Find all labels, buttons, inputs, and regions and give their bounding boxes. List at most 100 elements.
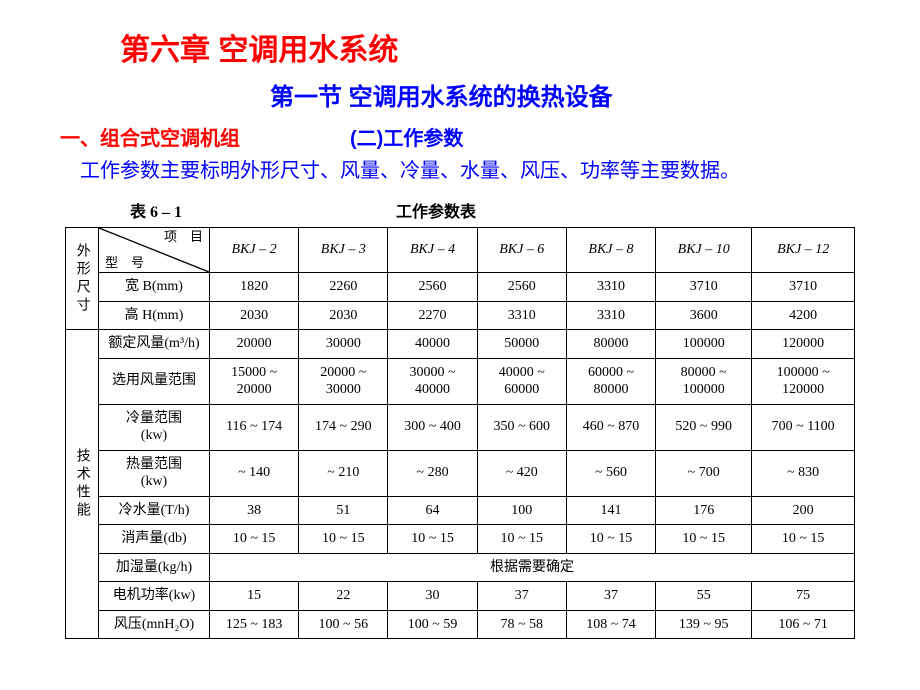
merged-cell: 根据需要确定 [210,553,855,582]
cell: 4200 [752,301,855,330]
cell: 80000 ~ 100000 [656,358,752,404]
cell: 2560 [477,273,566,302]
table-caption: 工作参数表 [396,198,476,222]
row-label: 冷量范围 (kw) [99,404,210,450]
group1-label: 外形尺寸 [66,228,99,330]
label-l2: (kw) [141,474,167,489]
param-label: (二)工作参数 [350,128,463,150]
col-h-5: BKJ – 10 [656,228,752,273]
diag-top-label: 项 目 [164,229,203,245]
cell: 108 ~ 74 [566,610,655,639]
label-l1: 冷量范围 [126,411,182,426]
cell: 174 ~ 290 [299,404,388,450]
cell: 2560 [388,273,477,302]
cell: 10 ~ 15 [656,525,752,554]
row-pressure: 风压(mnH₂O) 125 ~ 183 100 ~ 56 100 ~ 59 78… [66,610,855,639]
cell: 100 ~ 59 [388,610,477,639]
row-label: 电机功率(kw) [99,582,210,611]
row-label: 宽 B(mm) [99,273,210,302]
cell: 20000 ~ 30000 [299,358,388,404]
cell: 520 ~ 990 [656,404,752,450]
cell: ~ 700 [656,450,752,496]
cell: 10 ~ 15 [566,525,655,554]
cell: 55 [656,582,752,611]
cell: 40000 [388,330,477,359]
cell: 3600 [656,301,752,330]
cell: 10 ~ 15 [210,525,299,554]
cell: 3710 [656,273,752,302]
cell: 10 ~ 15 [752,525,855,554]
cell: ~ 210 [299,450,388,496]
subheading-line: 一、组合式空调机组 (二)工作参数 [60,124,860,154]
cell: 100 [477,496,566,525]
cell: 120000 [752,330,855,359]
cell: 139 ~ 95 [656,610,752,639]
cell: ~ 420 [477,450,566,496]
cell: 10 ~ 15 [477,525,566,554]
row-motor: 电机功率(kw) 15 22 30 37 37 55 75 [66,582,855,611]
cell: 15000 ~ 20000 [210,358,299,404]
col-h-1: BKJ – 3 [299,228,388,273]
cell: ~ 140 [210,450,299,496]
col-h-6: BKJ – 12 [752,228,855,273]
cell: 37 [566,582,655,611]
header-row: 外形尺寸 项 目 型 号 BKJ – 2 BKJ – 3 BKJ – 4 BKJ… [66,228,855,273]
cell: 37 [477,582,566,611]
col-h-0: BKJ – 2 [210,228,299,273]
cell: 3310 [566,301,655,330]
cell: 60000 ~ 80000 [566,358,655,404]
cell: 1820 [210,273,299,302]
cell: 3310 [477,301,566,330]
cell: 176 [656,496,752,525]
cell: ~ 280 [388,450,477,496]
cell: 30000 [299,330,388,359]
col-h-4: BKJ – 8 [566,228,655,273]
label-l1: 热量范围 [126,457,182,472]
group2-label: 技术性能 [66,330,99,639]
row-humid: 加湿量(kg/h) 根据需要确定 [66,553,855,582]
label-l2: (kw) [141,428,167,443]
row-height-h: 高 H(mm) 2030 2030 2270 3310 3310 3600 42… [66,301,855,330]
cell: 20000 [210,330,299,359]
cell: 40000 ~ 60000 [477,358,566,404]
cell: 125 ~ 183 [210,610,299,639]
cell: 100000 [656,330,752,359]
cell: 15 [210,582,299,611]
sub-heading: 组合式空调机组 [100,128,240,150]
cell: 700 ~ 1100 [752,404,855,450]
cell: 2030 [299,301,388,330]
cell: 100 ~ 56 [299,610,388,639]
cell: 200 [752,496,855,525]
cell: 100000 ~ 120000 [752,358,855,404]
cell: 51 [299,496,388,525]
cell: 460 ~ 870 [566,404,655,450]
cell: ~ 830 [752,450,855,496]
document-page: 第六章 空调用水系统 第一节 空调用水系统的换热设备 一、组合式空调机组 (二)… [0,0,920,659]
cell: 10 ~ 15 [388,525,477,554]
row-label: 高 H(mm) [99,301,210,330]
cell: 30 [388,582,477,611]
table-label: 表 6 – 1 [130,198,182,222]
cell: 30000 ~ 40000 [388,358,477,404]
cell: ~ 560 [566,450,655,496]
cell: 38 [210,496,299,525]
col-h-3: BKJ – 6 [477,228,566,273]
section-title: 第一节 空调用水系统的换热设备 [270,77,860,112]
cell: 300 ~ 400 [388,404,477,450]
spec-table: 外形尺寸 项 目 型 号 BKJ – 2 BKJ – 3 BKJ – 4 BKJ… [65,227,855,639]
description: 工作参数主要标明外形尺寸、风量、冷量、水量、风压、功率等主要数据。 [80,154,860,183]
row-label: 加湿量(kg/h) [99,553,210,582]
cell: 350 ~ 600 [477,404,566,450]
cell: 106 ~ 71 [752,610,855,639]
table-header-labels: 表 6 – 1 工作参数表 [130,198,860,222]
cell: 116 ~ 174 [210,404,299,450]
cell: 75 [752,582,855,611]
row-label: 消声量(db) [99,525,210,554]
sub-number: 一、 [60,128,100,150]
cell: 64 [388,496,477,525]
row-width-b: 宽 B(mm) 1820 2260 2560 2560 3310 3710 37… [66,273,855,302]
row-label: 额定风量(m³/h) [99,330,210,359]
row-noise: 消声量(db) 10 ~ 15 10 ~ 15 10 ~ 15 10 ~ 15 … [66,525,855,554]
cell: 50000 [477,330,566,359]
diag-bot-label: 型 号 [105,255,144,271]
